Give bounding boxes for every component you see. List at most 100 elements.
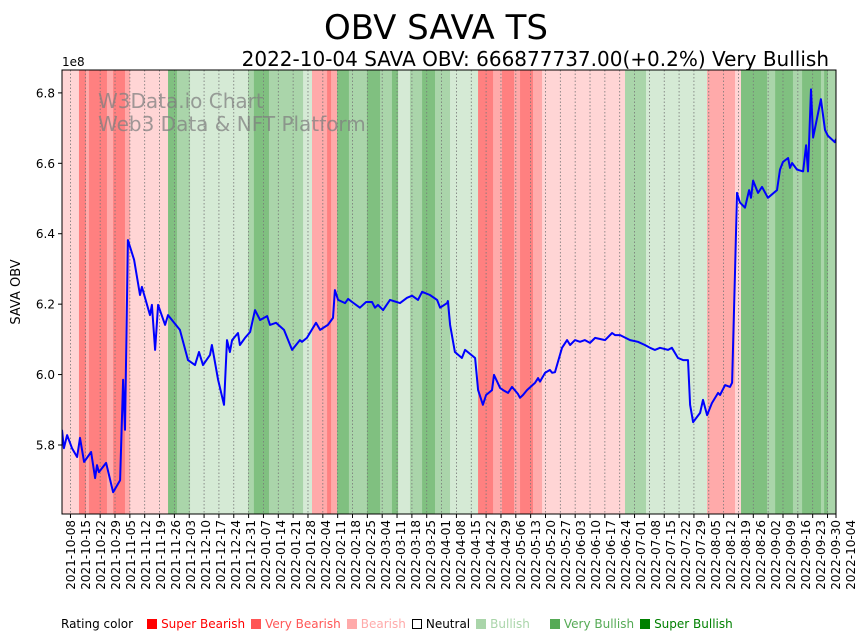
rating-band-super-bullish bbox=[337, 70, 350, 514]
x-tick-label: 2022-06-10 bbox=[589, 520, 603, 590]
x-tick-label: 2021-12-17 bbox=[214, 520, 228, 590]
rating-band-very-bearish bbox=[312, 70, 328, 514]
obv-line bbox=[62, 88, 836, 494]
x-tick-label: 2021-11-26 bbox=[169, 520, 183, 590]
x-tick-label: 2022-09-16 bbox=[799, 520, 813, 590]
x-tick-label: 2021-11-05 bbox=[124, 520, 138, 590]
legend-label: Neutral bbox=[425, 617, 471, 631]
chart-subtitle: 2022-10-04 SAVA OBV: 666877737.00(+0.2%)… bbox=[242, 47, 829, 71]
rating-band-very-bearish bbox=[106, 70, 114, 514]
legend-swatch bbox=[147, 619, 158, 629]
x-tick-label: 2022-04-29 bbox=[499, 520, 513, 590]
x-tick-label: 2022-03-18 bbox=[409, 520, 423, 590]
rating-band-bullish bbox=[398, 70, 411, 514]
rating-band-super-bearish bbox=[502, 70, 515, 514]
rating-band-very-bearish bbox=[532, 70, 543, 514]
x-tick-label: 2022-01-28 bbox=[304, 520, 318, 590]
x-tick-label: 2022-03-11 bbox=[394, 520, 408, 590]
x-tick-label: 2022-04-08 bbox=[454, 520, 468, 590]
y-tick-label: 6.4 bbox=[36, 227, 55, 241]
x-tick-label: 2022-01-14 bbox=[274, 520, 288, 590]
y-tick-label: 6.6 bbox=[36, 157, 55, 171]
rating-band-very-bullish bbox=[348, 70, 368, 514]
rating-band-very-bullish bbox=[767, 70, 776, 514]
x-tick-label: 2022-10-04 bbox=[844, 520, 855, 590]
rating-band-very-bullish bbox=[625, 70, 647, 514]
legend-item-very-bearish: Very Bearish bbox=[251, 617, 341, 631]
legend-item-very-bullish: Very Bullish bbox=[549, 617, 634, 631]
x-tick-label: 2021-12-03 bbox=[184, 520, 198, 590]
x-tick-label: 2022-05-27 bbox=[559, 520, 573, 590]
rating-band-very-bullish bbox=[247, 70, 255, 514]
x-tick-label: 2021-11-19 bbox=[154, 520, 168, 590]
x-tick-label: 2022-05-20 bbox=[544, 520, 558, 590]
x-tick-label: 2022-03-25 bbox=[424, 520, 438, 590]
x-tick-label: 2022-07-29 bbox=[694, 520, 708, 590]
x-tick-label: 2022-06-03 bbox=[574, 520, 588, 590]
plot-frame bbox=[61, 69, 837, 515]
x-tick-label: 2022-06-24 bbox=[619, 520, 633, 590]
legend-label: Super Bullish bbox=[654, 617, 733, 631]
rating-band-super-bullish bbox=[824, 70, 829, 514]
watermark: W3Data.io Chart Web3 Data & NFT Platform bbox=[98, 89, 366, 136]
rating-band-super-bearish bbox=[88, 70, 108, 514]
legend-swatch bbox=[640, 619, 651, 629]
rating-legend: Rating color Super Bearish Very Bearish Be… bbox=[61, 617, 733, 631]
legend-label: Bearish bbox=[360, 617, 406, 631]
x-tick-label: 2022-04-15 bbox=[469, 520, 483, 590]
x-tick-label: 2022-07-08 bbox=[649, 520, 663, 590]
legend-swatch bbox=[411, 619, 422, 629]
rating-band-very-bullish bbox=[820, 70, 825, 514]
x-tick-label: 2022-08-19 bbox=[739, 520, 753, 590]
legend-label: Bullish bbox=[490, 617, 530, 631]
x-tick-label: 2022-09-09 bbox=[784, 520, 798, 590]
x-axis: 2021-10-08 2021-10-15 2021-10-22 2021-10-29… bbox=[64, 514, 855, 590]
rating-band-super-bullish bbox=[391, 70, 399, 514]
x-tick-label: 2022-08-26 bbox=[754, 520, 768, 590]
rating-band-super-bullish bbox=[253, 70, 270, 514]
legend-swatch bbox=[251, 619, 262, 629]
x-tick-label: 2022-09-02 bbox=[769, 520, 783, 590]
legend-item-bullish: Bullish bbox=[476, 617, 544, 631]
rating-band-super-bearish bbox=[520, 70, 534, 514]
legend-swatch bbox=[346, 619, 357, 629]
x-tick-label: 2021-10-22 bbox=[94, 520, 108, 590]
x-tick-label: 2022-09-30 bbox=[829, 520, 843, 590]
x-tick-label: 2022-01-07 bbox=[259, 520, 273, 590]
rating-band-very-bullish bbox=[409, 70, 423, 514]
x-tick-label: 2022-09-23 bbox=[814, 520, 828, 590]
x-tick-label: 2022-07-22 bbox=[679, 520, 693, 590]
watermark-line-2: Web3 Data & NFT Platform bbox=[98, 112, 366, 136]
legend-item-neutral: Neutral bbox=[411, 617, 471, 631]
legend-label: Very Bearish bbox=[265, 617, 341, 631]
rating-band-very-bearish bbox=[85, 70, 90, 514]
x-tick-label: 2021-12-31 bbox=[244, 520, 258, 590]
rating-band-bullish bbox=[645, 70, 708, 514]
legend-title: Rating color bbox=[61, 617, 134, 631]
x-tick-label: 2022-07-15 bbox=[664, 520, 678, 590]
x-tick-label: 2022-05-06 bbox=[514, 520, 528, 590]
x-tick-label: 2022-02-18 bbox=[349, 520, 363, 590]
rating-band-super-bearish bbox=[327, 70, 332, 514]
x-tick-label: 2021-11-12 bbox=[139, 520, 153, 590]
rating-bands bbox=[62, 70, 837, 514]
rating-band-very-bullish bbox=[827, 70, 837, 514]
legend-swatch bbox=[476, 619, 487, 629]
x-tick-label: 2021-10-08 bbox=[64, 520, 78, 590]
obv-series bbox=[62, 88, 836, 494]
x-tick-label: 2022-04-22 bbox=[484, 520, 498, 590]
y-tick-label: 5.8 bbox=[36, 438, 55, 452]
rating-band-very-bullish bbox=[268, 70, 304, 514]
rating-band-very-bullish bbox=[380, 70, 393, 514]
y-tick-label: 6.8 bbox=[36, 86, 55, 100]
x-tick-label: 2022-01-21 bbox=[289, 520, 303, 590]
y-offset-label: 1e8 bbox=[62, 55, 85, 69]
rating-band-very-bearish bbox=[514, 70, 521, 514]
rating-band-super-bullish bbox=[740, 70, 768, 514]
chart-title: OBV SAVA TS bbox=[324, 8, 548, 48]
rating-band-very-bullish bbox=[435, 70, 451, 514]
rating-band-super-bearish bbox=[78, 70, 87, 514]
legend-item-super-bullish: Super Bullish bbox=[640, 617, 733, 631]
x-tick-label: 2022-06-17 bbox=[604, 520, 618, 590]
